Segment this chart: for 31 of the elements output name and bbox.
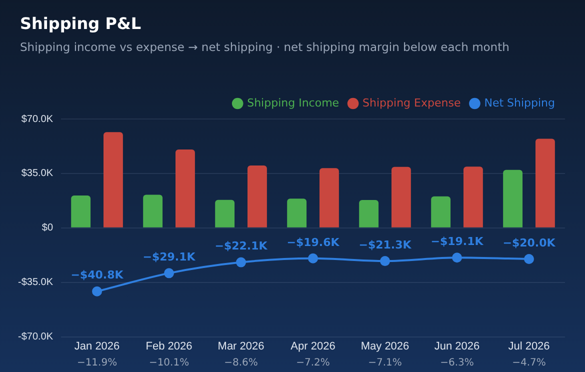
data-label: −$19.6K <box>286 236 340 249</box>
text: −4.7% <box>512 358 546 369</box>
y-tick-label: -$70.0K <box>18 332 54 343</box>
y-tick-label: $0 <box>42 222 54 234</box>
x-tick-label: Mar 2026 <box>218 340 264 352</box>
data-label: −$22.1K <box>214 240 268 253</box>
legend-label: Shipping Income <box>247 96 340 110</box>
text: −11.9% <box>76 358 118 369</box>
text: −7.2% <box>296 358 330 369</box>
x-tick-label: Jun 2026 <box>434 340 480 352</box>
data-label: −$19.1K <box>430 234 484 248</box>
x-tick-label: May 2026 <box>360 340 410 352</box>
data-label: −$21.3K <box>358 238 412 252</box>
x-tick-label: Feb 2026 <box>146 340 192 352</box>
legend-label: Net Shipping <box>484 96 556 110</box>
chart-subtitle: Shipping income vs expense → net shipping · net shipping margin below each month <box>20 40 510 54</box>
y-tick-label: $70.0K <box>21 114 54 125</box>
x-tick-label: Apr 2026 <box>290 340 336 352</box>
y-tick-label: -$35.0K <box>18 277 54 288</box>
x-tick-label: Jan 2026 <box>74 340 120 352</box>
text: −8.6% <box>224 358 258 369</box>
text: −7.1% <box>368 358 402 369</box>
text: −6.3% <box>440 358 474 369</box>
data-label: −$29.1K <box>142 250 196 264</box>
x-tick-label: Jul 2026 <box>508 340 550 352</box>
data-label: −$20.0K <box>502 236 556 250</box>
y-tick-label: $35.0K <box>21 168 54 180</box>
legend-label: Shipping Expense <box>362 96 461 110</box>
text: −10.1% <box>148 358 190 369</box>
data-label: −$40.8K <box>70 268 124 282</box>
chart-title: Shipping P&L <box>20 14 142 33</box>
